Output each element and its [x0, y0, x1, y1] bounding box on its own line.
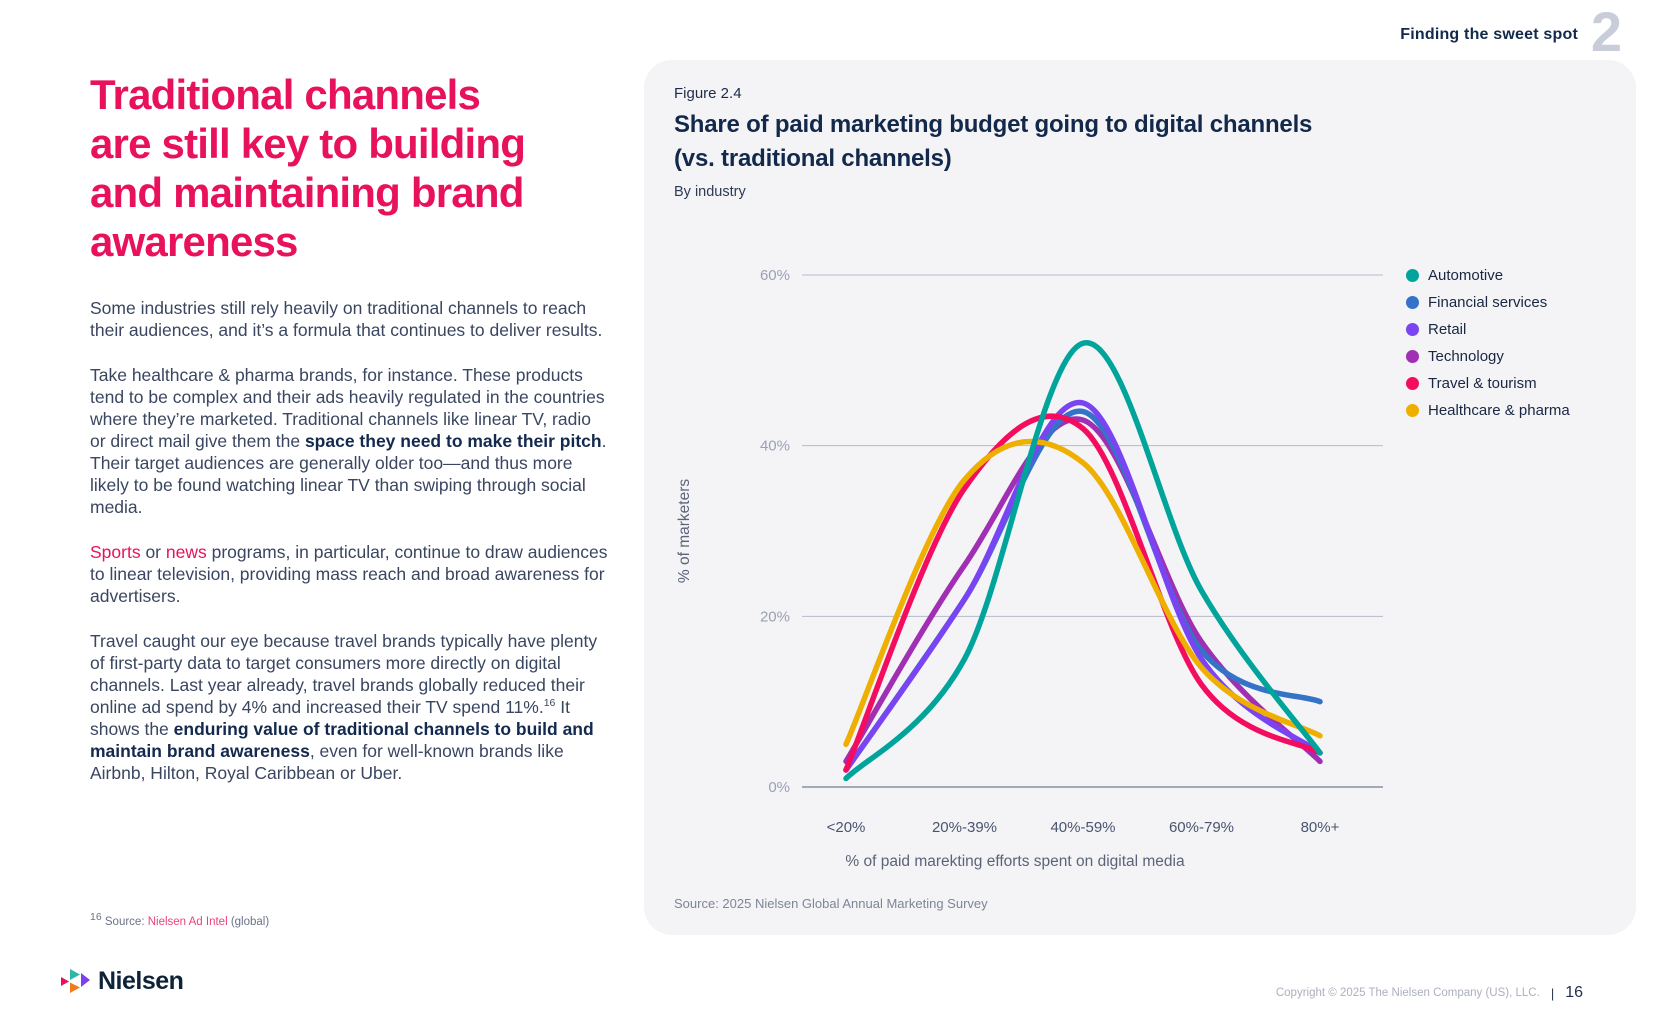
section-label: Finding the sweet spot	[1400, 26, 1578, 43]
superscript: 16	[543, 697, 556, 710]
inline-link[interactable]: Sports	[90, 541, 141, 562]
paragraph: Take healthcare & pharma brands, for ins…	[90, 364, 610, 518]
page-number: 16	[1565, 984, 1583, 1001]
text-line: Share of paid marketing budget going to …	[674, 111, 1313, 138]
body-text: . Their target audiences are generally o…	[90, 430, 607, 517]
footer-divider: |	[1550, 985, 1555, 1001]
copyright-text: Copyright © 2025 The Nielsen Company (US…	[1275, 987, 1540, 999]
article-body: Some industries still rely heavily on tr…	[90, 297, 610, 785]
series-line-technology	[843, 416, 1323, 765]
article-column: Traditional channels are still key to bui…	[90, 70, 610, 807]
legend-item: Healthcare & pharma	[1406, 397, 1570, 424]
chart-title: Share of paid marketing budget going to …	[674, 108, 1494, 176]
line-chart: 0% 20% 40% 60% <20% 20%-39% 40%-59% 60%-79% 80%+…	[676, 267, 1383, 870]
y-axis-title: % of marketers	[676, 479, 693, 583]
section-number: 2	[1590, 0, 1622, 63]
footnote: 16 Source: Nielsen Ad Intel (global)	[90, 912, 270, 928]
legend-item: Automotive	[1406, 262, 1570, 289]
text-line: and maintaining brand	[90, 169, 524, 217]
body-text: Take healthcare & pharma brands, for ins…	[90, 364, 605, 451]
legend-label: Automotive	[1428, 267, 1504, 284]
nielsen-wordmark: Nielsen	[98, 966, 184, 995]
emphasis-text: enduring value of traditional channels t…	[90, 719, 594, 762]
series-line-automotive	[843, 340, 1323, 782]
x-axis-title: % of paid marekting efforts spent on dig…	[845, 853, 1185, 870]
legend-dot-icon	[1406, 350, 1419, 363]
chart-legend: Automotive Financial services Retail Techno…	[1406, 262, 1570, 424]
text-line: awareness	[90, 218, 298, 266]
legend-item: Travel & tourism	[1406, 370, 1570, 397]
text-line: (vs. traditional channels)	[674, 145, 952, 173]
legend-dot-icon	[1406, 296, 1419, 309]
legend-dot-icon	[1406, 404, 1419, 417]
x-tick-label: 60%-79%	[1169, 819, 1234, 836]
x-tick-label: <20%	[827, 819, 866, 836]
paragraph: Sports or news programs, in particular, …	[90, 541, 610, 607]
x-tick-label: 80%+	[1301, 819, 1340, 836]
inline-link[interactable]: Nielsen Ad Intel	[147, 916, 228, 928]
legend-label: Retail	[1428, 321, 1467, 338]
x-tick-label: 40%-59%	[1050, 819, 1115, 836]
legend-dot-icon	[1406, 323, 1419, 336]
body-text: (global)	[227, 916, 270, 928]
legend-dot-icon	[1406, 269, 1419, 282]
legend-item: Financial services	[1406, 289, 1570, 316]
body-text: Travel caught our eye because travel bra…	[90, 631, 598, 718]
emphasis-text: space they need to make their pitch	[304, 430, 602, 451]
legend-label: Technology	[1428, 348, 1504, 365]
paragraph: Travel caught our eye because travel bra…	[90, 630, 610, 784]
page-title: Traditional channels are still key to bui…	[90, 70, 610, 267]
chart-subtitle: By industry	[674, 184, 746, 200]
body-text: , even for well-known brands like Airbnb…	[90, 741, 564, 784]
figure-label: Figure 2.4	[674, 85, 742, 102]
body-text: Source:	[101, 916, 148, 928]
body-text: Some industries still rely heavily on tr…	[90, 297, 603, 340]
text-line: Traditional channels	[90, 71, 481, 118]
paragraph: Some industries still rely heavily on tr…	[90, 297, 610, 341]
legend-dot-icon	[1406, 377, 1419, 390]
legend-label: Healthcare & pharma	[1428, 402, 1570, 419]
y-tick-label: 60%	[760, 267, 790, 284]
figure-card: Figure 2.4 Share of paid marketing budge…	[644, 60, 1636, 935]
series-line-healthcare-pharma	[843, 438, 1323, 748]
legend-item: Technology	[1406, 343, 1570, 370]
nielsen-pinwheel-icon	[61, 969, 90, 993]
text-line: are still key to building	[90, 120, 526, 168]
body-text: It shows the	[90, 697, 570, 740]
y-tick-label: 0%	[768, 779, 790, 796]
legend-label: Travel & tourism	[1428, 375, 1537, 392]
y-tick-label: 40%	[760, 438, 790, 455]
body-text: programs, in particular, continue to dra…	[90, 541, 608, 607]
superscript: 16	[90, 911, 102, 924]
legend-label: Financial services	[1428, 294, 1548, 311]
series-line-travel-tourism	[843, 413, 1323, 773]
y-tick-label: 20%	[760, 608, 790, 625]
inline-link[interactable]: news	[165, 541, 207, 562]
footer-meta: Copyright © 2025 The Nielsen Company (US…	[1276, 984, 1583, 1002]
nielsen-logo: Nielsen	[60, 966, 184, 996]
chart-source: Source: 2025 Nielsen Global Annual Marke…	[674, 896, 988, 911]
body-text: or	[140, 541, 166, 562]
x-tick-label: 20%-39%	[932, 819, 997, 836]
legend-item: Retail	[1406, 316, 1570, 343]
